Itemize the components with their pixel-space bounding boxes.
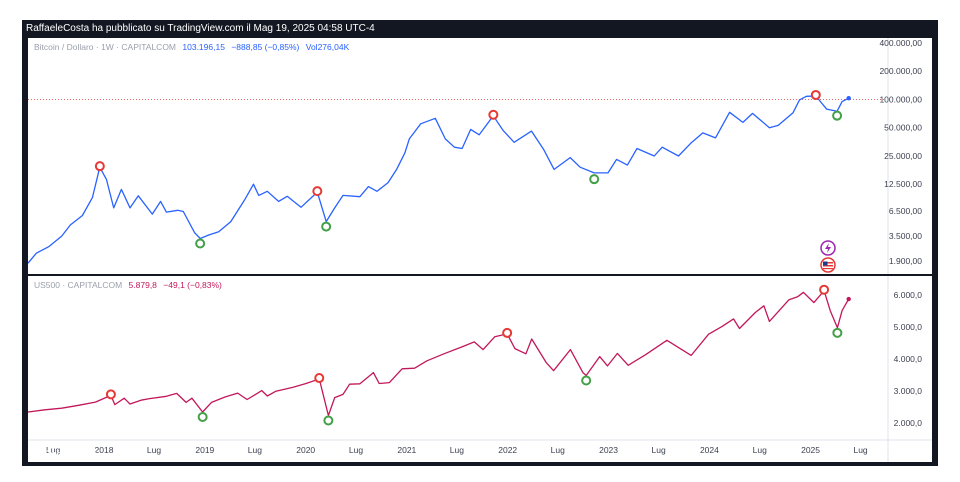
btc-legend-vol: 276,04K: [317, 42, 350, 52]
price-series-line: [28, 95, 849, 264]
y-tick-label: 3.000,0: [894, 386, 923, 396]
y-tick-label: 6.000,0: [894, 290, 923, 300]
y-tick-label: 1.900,00: [889, 256, 922, 266]
lightning-icon[interactable]: [820, 240, 836, 256]
x-tick-label: Lug: [248, 445, 262, 455]
x-tick-label: 2020: [296, 445, 315, 455]
spx-legend-name: US500 · CAPITALCOM: [34, 280, 123, 290]
y-tick-label: 25.000,00: [884, 151, 922, 161]
brand-label: TradingView: [43, 449, 96, 459]
price-series-line: [28, 290, 850, 417]
y-tick-label: 2.000,0: [894, 418, 923, 428]
y-tick-label: 400.000,00: [879, 38, 922, 48]
x-tick-label: Lug: [147, 445, 161, 455]
tv-glyph: 𝟭𝟳: [28, 449, 44, 459]
bottom-marker[interactable]: [197, 412, 208, 422]
x-tick-label: 2024: [700, 445, 719, 455]
x-tick-label: 2022: [498, 445, 517, 455]
y-tick-label: 50.000,00: [884, 123, 922, 133]
x-tick-label: Lug: [349, 445, 363, 455]
top-marker[interactable]: [488, 109, 499, 120]
top-marker[interactable]: [105, 389, 116, 400]
top-marker[interactable]: [819, 284, 830, 295]
x-tick-label: Lug: [450, 445, 464, 455]
x-tick-label: Lug: [753, 445, 767, 455]
last-price-dot: [846, 96, 851, 101]
y-tick-label: 12.500,00: [884, 179, 922, 189]
bottom-marker[interactable]: [323, 415, 334, 426]
footer: 𝟭𝟳 TradingView: [22, 440, 938, 466]
top-marker[interactable]: [312, 186, 323, 197]
top-marker[interactable]: [810, 89, 821, 100]
bottom-marker[interactable]: [195, 238, 206, 249]
last-price-dot: [846, 296, 851, 302]
x-tick-label: 2025: [801, 445, 820, 455]
x-tick-label: Lug: [46, 445, 60, 455]
spx-legend-change: −49,1 (−0,83%): [163, 280, 222, 290]
x-tick-label: 2018: [95, 445, 114, 455]
spx-legend-price: 5.879,8: [128, 280, 157, 290]
us-flag-icon[interactable]: [820, 257, 836, 273]
btc-legend: Bitcoin / Dollaro · 1W · CAPITALCOM 103.…: [34, 42, 349, 52]
tradingview-logo[interactable]: 𝟭𝟳 TradingView: [28, 449, 96, 460]
x-tick-label: 2023: [599, 445, 618, 455]
bottom-marker[interactable]: [581, 375, 592, 386]
y-tick-label: 5.000,0: [894, 322, 923, 332]
spx-chart[interactable]: 6.000,0 5.000,0 4.000,0 3.000,0 2.000,0 Lug 20…: [28, 276, 932, 462]
btc-legend-change: −888,85 (−0,85%): [231, 42, 300, 52]
x-tick-label: Lug: [853, 445, 867, 455]
bottom-marker[interactable]: [589, 174, 600, 185]
top-marker[interactable]: [314, 373, 325, 384]
spx-legend: US500 · CAPITALCOM 5.879,8 −49,1 (−0,83%…: [34, 280, 222, 290]
chart-frame: RaffaeleCosta ha pubblicato su TradingVi…: [22, 20, 938, 466]
btc-legend-name: Bitcoin / Dollaro · 1W · CAPITALCOM: [34, 42, 177, 52]
btc-panel[interactable]: 400.000,00 200.000,00 100.000,00 50.000,00 2…: [28, 38, 932, 274]
top-marker[interactable]: [94, 161, 105, 172]
top-marker[interactable]: [502, 327, 513, 338]
y-tick-label: 200.000,00: [879, 66, 922, 76]
x-tick-label: 2021: [397, 445, 416, 455]
publish-header: RaffaeleCosta ha pubblicato su TradingVi…: [26, 23, 375, 34]
x-tick-label: Lug: [551, 445, 565, 455]
y-tick-label: 3.500,00: [889, 231, 922, 241]
x-tick-label: Lug: [651, 445, 665, 455]
spx-panel[interactable]: 6.000,0 5.000,0 4.000,0 3.000,0 2.000,0 Lug 20…: [28, 276, 932, 462]
y-tick-label: 100.000,00: [879, 94, 922, 104]
y-tick-label: 4.000,0: [894, 354, 923, 364]
y-tick-label: 6.500,00: [889, 206, 922, 216]
bottom-marker[interactable]: [832, 327, 843, 338]
btc-legend-price: 103.196,15: [182, 42, 225, 52]
bottom-marker[interactable]: [832, 110, 843, 121]
x-tick-label: 2019: [195, 445, 214, 455]
btc-legend-vol-label: Vol: [305, 42, 318, 52]
bottom-marker[interactable]: [321, 221, 332, 232]
btc-chart[interactable]: 400.000,00 200.000,00 100.000,00 50.000,00 2…: [28, 38, 932, 274]
